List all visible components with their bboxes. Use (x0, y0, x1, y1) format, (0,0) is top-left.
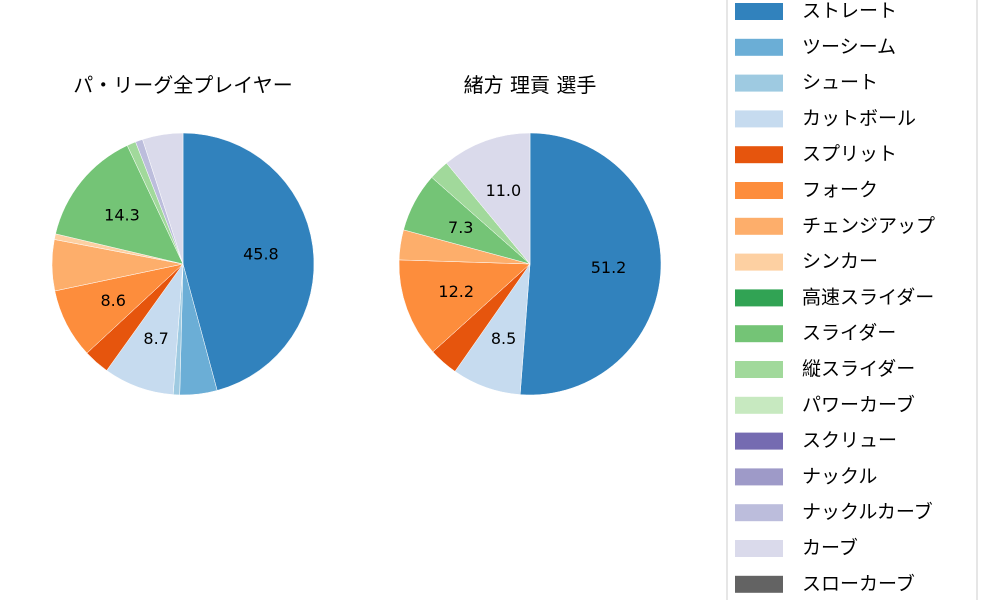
legend: ストレートツーシームシュートカットボールスプリットフォークチェンジアップシンカー… (726, 0, 978, 600)
legend-swatch (735, 253, 783, 271)
legend-swatch (735, 361, 783, 378)
legend-label: スローカーブ (802, 572, 915, 595)
legend-swatch (735, 146, 783, 164)
slice-label: 11.0 (486, 181, 522, 200)
legend-label: フォーク (802, 179, 878, 201)
slice-label: 8.6 (100, 291, 125, 310)
pie-player: 51.2 8.5 12.2 7.3 11.0 (398, 132, 662, 396)
chart-title-league: パ・リーグ全プレイヤー (73, 73, 292, 97)
legend-swatch (735, 217, 783, 235)
legend-label: チェンジアップ (802, 215, 935, 237)
legend-label: スライダー (802, 322, 896, 344)
slice-label: 45.8 (243, 245, 279, 264)
slice-label: 8.5 (491, 329, 516, 348)
legend-label: カーブ (802, 536, 858, 559)
legend-swatch (735, 110, 783, 128)
legend-label: ストレート (802, 0, 897, 22)
legend-swatch (735, 432, 783, 450)
legend-swatch (735, 38, 783, 56)
legend-swatch (735, 575, 783, 593)
legend-swatch (735, 396, 783, 414)
legend-swatch (735, 182, 783, 199)
legend-label: 高速スライダー (802, 286, 934, 308)
pie-league: 45.8 8.7 8.6 14.3 (51, 132, 315, 396)
legend-swatch (735, 74, 783, 92)
legend-label: シンカー (802, 251, 878, 273)
pie-slice (519, 132, 662, 396)
pie-slice (55, 145, 184, 265)
legend-label: スプリット (802, 143, 897, 165)
legend-swatch (735, 3, 783, 20)
legend-label: ツーシーム (802, 36, 896, 58)
legend-frame (726, 0, 978, 600)
pie-slice (446, 132, 531, 265)
pie-slice (182, 132, 315, 391)
legend-label: ナックルカーブ (802, 500, 933, 523)
legend-swatch (735, 504, 783, 522)
legend-swatch (735, 468, 783, 486)
chart-title-player: 緒方 理貢 選手 (464, 73, 597, 97)
legend-label: パワーカーブ (802, 393, 915, 416)
slice-label: 14.3 (104, 205, 140, 224)
slice-label: 8.7 (143, 329, 168, 348)
legend-swatch (735, 540, 783, 557)
legend-label: カットボール (802, 107, 916, 129)
pie-slice (398, 259, 531, 353)
legend-swatch (735, 289, 783, 307)
slice-label: 51.2 (591, 258, 627, 277)
slice-label: 12.2 (438, 282, 474, 301)
slice-label: 7.3 (448, 218, 473, 237)
legend-label: シュート (802, 72, 878, 94)
legend-label: ナックル (802, 465, 877, 487)
legend-label: スクリュー (802, 430, 897, 452)
legend-swatch (735, 325, 783, 343)
legend-label: 縦スライダー (802, 358, 915, 380)
pie-slice (142, 132, 184, 265)
